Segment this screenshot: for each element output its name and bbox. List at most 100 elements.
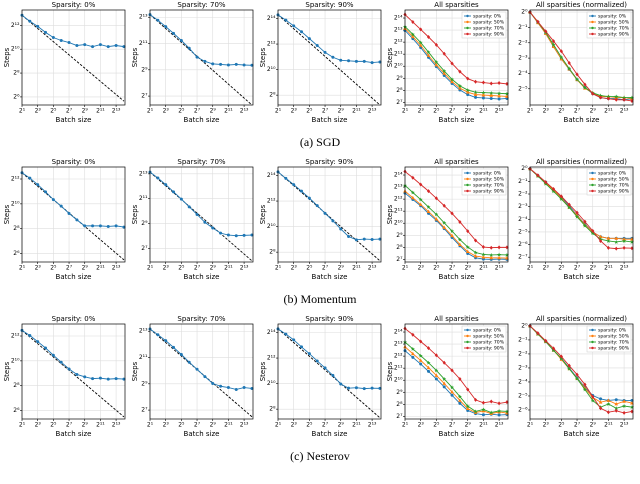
x-tick-label: 2³ (418, 265, 425, 272)
y-tick-label: 2⁻¹ (518, 178, 528, 185)
point (465, 406, 470, 411)
y-tick-label: 2¹⁴ (394, 172, 403, 179)
point (323, 211, 327, 215)
point (450, 385, 455, 390)
x-tick-label: 2⁹ (82, 108, 89, 115)
y-tick-label: 2¹¹ (139, 354, 148, 361)
legend-marker (466, 189, 469, 193)
point (300, 189, 304, 193)
point (622, 404, 627, 408)
series-line (404, 28, 507, 97)
point (614, 236, 619, 240)
point (187, 360, 191, 364)
point (567, 366, 572, 371)
legend-label: sparsity: 90% (598, 346, 630, 352)
x-tick-label: 2⁵ (50, 422, 57, 429)
point (536, 331, 540, 336)
y-tick-label: 2⁻¹ (518, 24, 528, 31)
point (418, 358, 423, 362)
x-tick-label: 2¹¹ (224, 108, 233, 115)
point (544, 180, 548, 185)
x-tick-label: 2¹ (19, 108, 26, 115)
point (434, 377, 438, 381)
x-tick-label: 2⁹ (590, 108, 597, 115)
y-tick-label: 2¹⁴ (267, 329, 276, 336)
point (497, 97, 501, 101)
y-tick-label: 2¹² (11, 176, 20, 183)
point (59, 204, 63, 208)
point (505, 245, 509, 250)
point (219, 231, 223, 235)
y-tick-label: 2⁹ (396, 75, 403, 82)
point (83, 224, 87, 228)
y-tick-label: 2⁹ (141, 66, 148, 73)
point (497, 93, 501, 98)
point (284, 332, 288, 336)
point (614, 94, 619, 99)
point (442, 203, 446, 208)
point (292, 338, 296, 342)
point (28, 176, 32, 180)
point (575, 210, 579, 215)
point (582, 387, 587, 392)
x-tick-label: 2¹³ (495, 265, 504, 272)
legend-label: sparsity: 70% (473, 183, 505, 189)
point (614, 239, 619, 244)
point (195, 367, 199, 371)
y-tick-label: 2¹³ (139, 170, 148, 177)
legend-label: sparsity: 0% (598, 171, 627, 177)
point (575, 77, 580, 82)
chart-title: Sparsity: 0% (52, 1, 96, 9)
x-axis-label: Batch size (56, 273, 92, 281)
point (458, 86, 462, 90)
chart-title: Sparsity: 70% (177, 315, 226, 323)
x-tick-label: 2⁵ (178, 108, 185, 115)
point (591, 394, 595, 399)
point (91, 224, 95, 228)
point (219, 384, 223, 388)
point (195, 212, 199, 216)
point (67, 211, 71, 215)
point (497, 252, 502, 257)
point (203, 59, 207, 63)
x-tick-label: 2¹ (402, 108, 409, 115)
reference-line (277, 328, 381, 419)
x-tick-label: 2¹³ (620, 422, 629, 429)
x-tick-label: 2⁵ (306, 422, 313, 429)
point (426, 35, 431, 40)
legend-label: sparsity: 70% (598, 340, 630, 346)
point (442, 385, 446, 389)
point (598, 406, 603, 411)
y-tick-label: 2¹⁰ (394, 377, 403, 384)
point (164, 339, 168, 343)
point (473, 397, 478, 402)
point (426, 346, 431, 351)
x-tick-label: 2¹ (275, 265, 282, 272)
point (544, 338, 548, 343)
point (442, 376, 447, 381)
plot-area (150, 167, 253, 262)
y-tick-label: 2⁹ (396, 389, 403, 396)
point (489, 93, 494, 97)
point (284, 176, 288, 180)
x-tick-label: 2¹¹ (352, 265, 361, 272)
legend-marker (466, 177, 469, 181)
y-tick-label: 2¹² (394, 353, 403, 360)
chart-title: All sparsities (normalized) (536, 315, 627, 323)
point (630, 409, 634, 414)
x-tick-label: 2³ (35, 265, 42, 272)
x-tick-label: 2³ (291, 265, 298, 272)
y-tick-label: 2⁶ (13, 250, 20, 257)
point (164, 25, 168, 29)
point (410, 346, 415, 351)
axes-frame (149, 166, 254, 263)
legend-marker (466, 340, 469, 344)
y-tick-label: 2⁻² (518, 39, 528, 46)
y-tick-label: 2⁻⁶ (518, 241, 528, 248)
x-tick-label: 2¹³ (240, 265, 249, 272)
x-tick-label: 2⁷ (449, 108, 456, 115)
point (582, 85, 587, 90)
point (489, 255, 494, 260)
y-tick-label: 2¹⁰ (11, 46, 20, 53)
